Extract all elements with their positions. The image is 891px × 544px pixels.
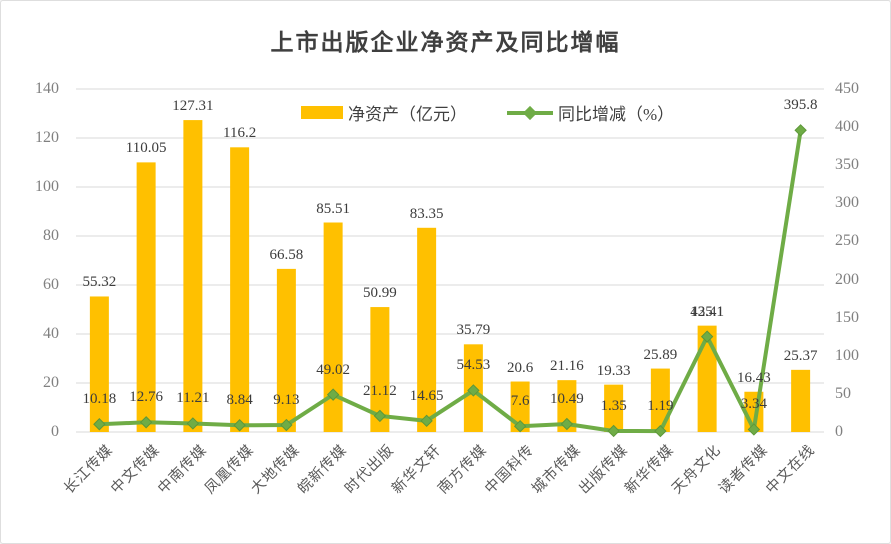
trend-line: [97, 128, 803, 434]
marker-diamond-icon: [513, 419, 527, 433]
bar: [791, 369, 811, 432]
bar-series-swatch-icon: [301, 106, 343, 119]
right-axis-tick: 250: [835, 232, 859, 250]
bar-value-label: 20.6: [507, 359, 534, 376]
bar-value-label: 127.31: [172, 98, 214, 115]
marker-diamond-icon: [560, 417, 574, 431]
bar: [604, 384, 624, 432]
marker-diamond-icon: [280, 418, 293, 432]
line-value-label: 10.18: [82, 391, 117, 408]
left-axis-tick: 120: [35, 129, 59, 146]
bar-value-label: 85.51: [316, 200, 350, 217]
bar: [136, 162, 156, 432]
marker-diamond-icon: [326, 388, 340, 401]
marker-diamond-icon: [794, 124, 807, 137]
left-axis-tick: 80: [43, 227, 59, 244]
right-axis-tick: 300: [835, 194, 859, 212]
marker-diamond-icon: [373, 409, 387, 423]
left-axis-tick: 140: [35, 80, 59, 97]
line-value-label: 7.6: [510, 393, 530, 410]
bar-value-label: 116.2: [223, 125, 257, 142]
legend-item-yoy-change: 同比增减（%）: [507, 100, 674, 125]
line-value-label: 21.12: [363, 382, 397, 399]
bar: [89, 296, 109, 432]
line-value-label: 10.49: [550, 391, 584, 407]
bar-value-label: 55.32: [82, 274, 117, 291]
bar: [697, 325, 717, 432]
line-value-label: 1.35: [600, 397, 627, 414]
line-value-label: 8.84: [226, 392, 253, 409]
left-axis-tick: 40: [43, 325, 59, 342]
line-value-label: 9.13: [273, 392, 300, 409]
bar: [230, 147, 250, 432]
legend-label-net-assets: 净资产（亿元）: [348, 105, 467, 124]
right-axis-tick: 100: [835, 346, 859, 364]
left-axis-tick: 60: [43, 276, 59, 293]
bar-value-label: 83.35: [409, 205, 444, 222]
right-axis-tick: 150: [835, 308, 859, 326]
left-axis-tick: 20: [43, 374, 59, 391]
bar-value-label: 66.58: [269, 246, 304, 263]
left-axis-tick: 100: [35, 178, 59, 195]
bar: [417, 227, 437, 432]
line-value-label: 54.53: [456, 357, 491, 374]
bar: [183, 120, 203, 432]
bar-value-label: 35.79: [456, 322, 491, 339]
line-value-label: 14.65: [409, 387, 444, 404]
marker-diamond-icon: [607, 424, 620, 438]
bar: [323, 222, 343, 432]
legend-item-net-assets: 净资产（亿元）: [301, 100, 467, 125]
chart-legend: 净资产（亿元） 同比增减（%）: [301, 100, 674, 125]
line-value-label: 1.19: [647, 398, 674, 415]
marker-diamond-icon: [93, 418, 106, 431]
right-axis-tick: 0: [835, 423, 843, 440]
marker-diamond-icon: [700, 330, 714, 343]
left-axis-tick: 0: [51, 423, 59, 440]
line-value-label: 12.76: [129, 389, 163, 406]
line-value-label: 395.8: [783, 97, 818, 114]
bar: [510, 381, 530, 432]
bar-value-label: 25.89: [643, 346, 678, 363]
bar-value-label: 43.41: [690, 303, 724, 320]
line-value-label: 3.34: [740, 396, 767, 413]
right-axis-tick: 450: [835, 80, 859, 97]
bar: [276, 268, 296, 432]
line-series-swatch-icon: [507, 105, 553, 120]
marker-diamond-icon: [420, 414, 433, 428]
bar-value-label: 16.43: [737, 369, 771, 386]
bar: [557, 380, 577, 432]
marker-diamond-icon: [467, 384, 480, 397]
marker-diamond-icon: [186, 417, 200, 430]
bar: [650, 368, 670, 432]
line-value-label: 125.1: [690, 303, 724, 320]
right-axis-tick: 400: [835, 118, 859, 136]
bar-value-label: 110.05: [125, 140, 167, 157]
line-value-label: 11.21: [176, 390, 210, 407]
marker-diamond-icon: [654, 424, 667, 438]
marker-diamond-icon: [233, 419, 246, 432]
bar-value-label: 50.99: [363, 285, 397, 302]
marker-diamond-icon: [139, 416, 153, 429]
right-axis-tick: 200: [835, 270, 859, 288]
bar-value-label: 19.33: [596, 362, 631, 379]
right-axis-tick: 50: [835, 384, 851, 402]
legend-label-yoy-change: 同比增减（%）: [558, 105, 675, 124]
bar: [370, 307, 390, 432]
right-axis-tick: 350: [835, 156, 859, 174]
bar-value-label: 21.16: [550, 358, 584, 375]
bar-value-label: 25.37: [783, 347, 818, 364]
chart-title: 上市出版企业净资产及同比增幅: [270, 30, 621, 55]
marker-diamond-icon: [747, 423, 761, 436]
line-value-label: 49.02: [316, 361, 350, 378]
